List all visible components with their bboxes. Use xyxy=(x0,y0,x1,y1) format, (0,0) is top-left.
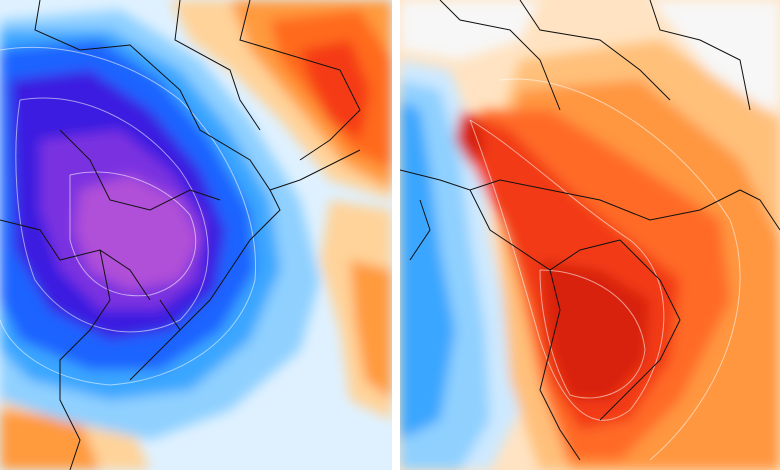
left-borders xyxy=(0,0,361,470)
left-contour-lines xyxy=(0,47,257,386)
panel-divider xyxy=(392,0,400,470)
left-map-svg xyxy=(0,0,392,470)
right-contour-lines xyxy=(469,78,741,461)
right-borders xyxy=(400,0,780,461)
left-anomaly-map xyxy=(0,0,392,470)
right-map-svg xyxy=(400,0,780,470)
right-anomaly-map xyxy=(400,0,780,470)
